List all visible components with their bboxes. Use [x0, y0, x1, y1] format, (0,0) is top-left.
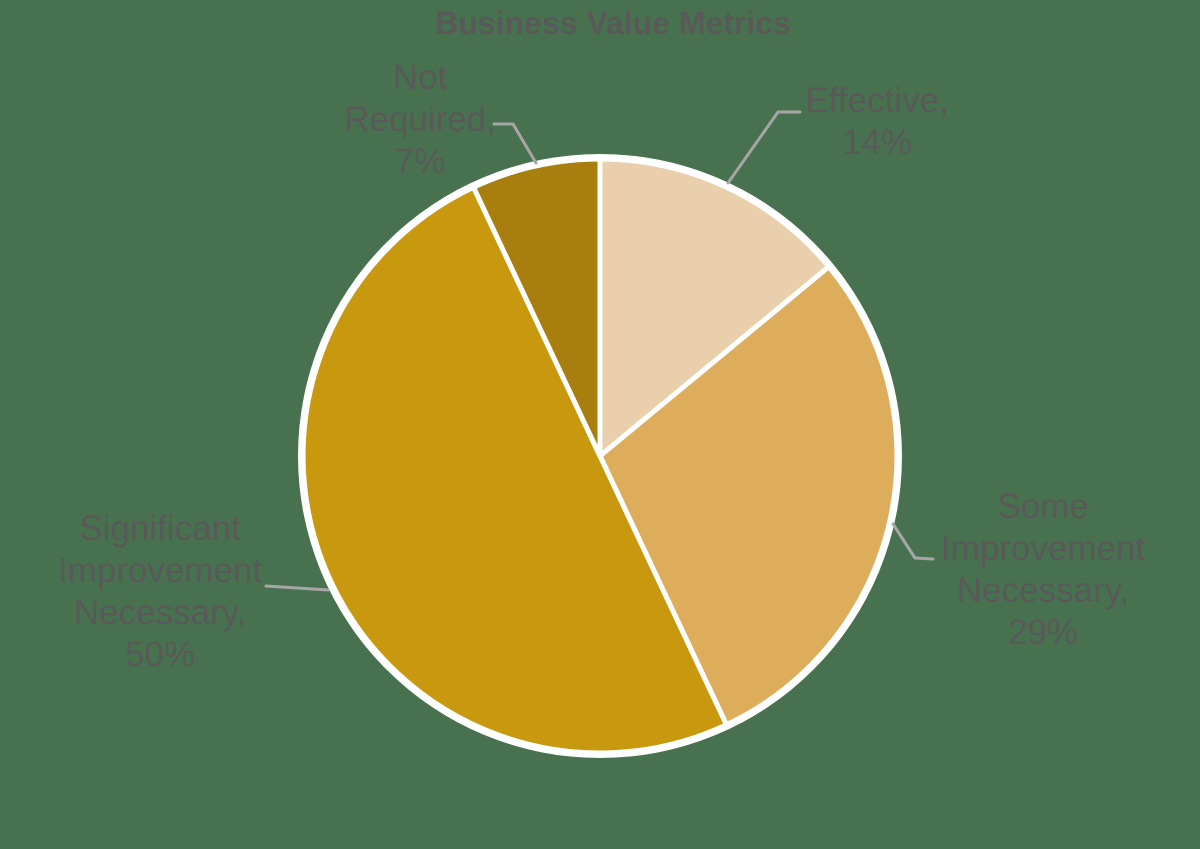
label-line: Significant [79, 509, 241, 548]
label-line: 50% [124, 635, 196, 674]
data-label-effective: Effective, 14% [805, 80, 948, 164]
data-label-not-required: Not Required, 7% [344, 57, 496, 183]
label-line: 7% [394, 142, 446, 181]
label-line: Some [997, 487, 1089, 526]
data-label-significant-improvement: Significant Improvement Necessary, 50% [58, 508, 262, 676]
data-label-some-improvement: Some Improvement Necessary, 29% [941, 486, 1145, 654]
pie-slice-not-required [471, 156, 603, 459]
leader-line-significant-improvement-necessary [264, 584, 330, 592]
label-line: 29% [1007, 613, 1079, 652]
chart-title: Business Value Metrics [435, 5, 791, 41]
label-line: 14% [841, 123, 913, 162]
label-line: Improvement [57, 551, 263, 590]
label-line: Effective, [805, 81, 949, 120]
label-line: Necessary, [73, 593, 247, 632]
label-line: Not [392, 58, 448, 97]
label-line: Improvement [940, 529, 1146, 568]
pie-slice-effective [597, 156, 832, 459]
leader-line-not-required [492, 122, 538, 165]
leader-line-effective [726, 110, 802, 185]
leader-line-some-improvement-necessary [891, 522, 935, 561]
label-line: Necessary, [956, 571, 1130, 610]
pie-slice-significant-improvement-necessary [300, 184, 729, 756]
label-line: Required, [344, 100, 496, 139]
